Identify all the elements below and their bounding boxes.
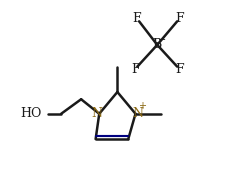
Text: N: N — [91, 107, 103, 120]
Text: F: F — [133, 12, 141, 24]
Text: B: B — [153, 38, 162, 51]
Text: +: + — [138, 101, 146, 111]
Text: N: N — [132, 107, 143, 120]
Text: F: F — [175, 12, 184, 24]
Text: F: F — [131, 63, 139, 76]
Text: −: − — [158, 35, 166, 45]
Text: F: F — [175, 63, 184, 76]
Text: HO: HO — [20, 107, 41, 120]
